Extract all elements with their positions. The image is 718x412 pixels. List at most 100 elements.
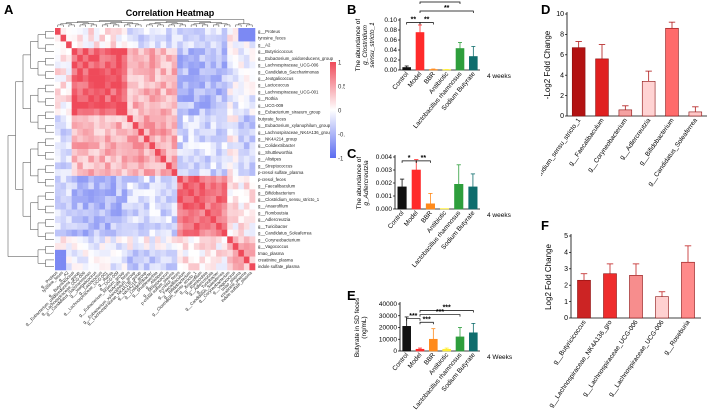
heatmap-cell [216,155,222,163]
heatmap-cell [160,189,167,197]
heatmap-cell [188,175,195,183]
bar [415,348,425,352]
heatmap-cell [210,222,217,230]
heatmap-cell [88,75,95,83]
heatmap-cell [71,101,78,109]
heatmap-cell [138,95,145,103]
heatmap-cell [110,142,117,150]
heatmap-cell [199,229,206,237]
heatmap-cell [249,28,256,36]
heatmap-cell [105,216,111,224]
y-tick-label: 5 [564,233,568,240]
heatmap-cell [132,155,139,163]
heatmap-cell [221,88,228,96]
significance-marker: *** [423,316,431,323]
bar [577,279,591,319]
heatmap-cell [243,88,250,96]
heatmap-cell [210,122,217,130]
heatmap-cell [205,169,211,177]
bar [681,261,695,319]
heatmap-cell [243,142,250,150]
heatmap-cell [138,155,145,163]
heatmap-cell [188,263,195,271]
heatmap-cell [216,101,222,109]
heatmap-cell [177,155,184,163]
heatmap-cell [182,149,189,157]
heatmap-cell [160,41,167,49]
heatmap-cell [110,256,117,264]
heatmap-cell [188,149,195,157]
heatmap-cell [82,135,89,143]
heatmap-cell [243,175,250,183]
heatmap-cell [221,256,228,264]
heatmap-cell [210,54,217,62]
heatmap-cell [82,155,89,163]
heatmap-cell [82,142,89,150]
heatmap-cell [132,222,139,230]
heatmap-cell [171,189,178,197]
heatmap-cell [132,209,139,217]
heatmap-cell [99,75,106,83]
heatmap-cell [188,41,195,49]
heatmap-cell [199,48,206,56]
heatmap-cell [205,115,211,123]
heatmap-cell [138,216,145,224]
dendrogram-branch [37,168,46,183]
significance-bracket [419,321,434,325]
heatmap-cell [66,196,72,204]
heatmap-cell [60,34,67,42]
heatmap-cell [193,68,200,76]
heatmap-cell [177,202,184,210]
heatmap-cell [199,149,206,157]
heatmap-cell [143,128,150,136]
heatmap-cell [132,54,139,62]
heatmap-cell [116,142,122,150]
time-note: 4 weeks [487,212,512,219]
heatmap-cell [199,54,206,62]
heatmap-cell [55,182,61,190]
heatmap-cell [188,169,195,177]
heatmap-cell [149,95,156,103]
heatmap-cell [77,61,84,69]
heatmap-cell [149,48,156,56]
heatmap-cell [155,115,161,123]
y-tick-label: 20000 [379,325,397,332]
heatmap-cell [243,169,250,177]
dendrogram-branch [30,202,38,230]
heatmap-cell [193,128,200,136]
heatmap-cell [71,81,78,89]
heatmap-cell [116,229,122,237]
heatmap-cell [155,108,161,116]
dendrogram-branch [37,249,46,264]
heatmap-cell [160,175,167,183]
heatmap-cell [243,209,250,217]
heatmap-cell [88,142,95,150]
heatmap-cell [155,249,161,257]
significance-marker: ** [411,17,417,24]
heatmap-cell [238,249,245,257]
heatmap-cell [249,263,256,271]
heatmap-cell [99,202,106,210]
heatmap-cell [60,182,67,190]
heatmap-cell [166,95,172,103]
heatmap-cell [127,75,134,83]
heatmap-cell [93,88,100,96]
heatmap-cell [155,135,161,143]
heatmap-cell [177,256,184,264]
heatmap-cell [155,182,161,190]
heatmap-cell [116,169,122,177]
heatmap-cell [77,75,84,83]
heatmap-cell [110,155,117,163]
heatmap-cell [199,128,206,136]
heatmap-cell [105,249,111,257]
heatmap-cell [93,54,100,62]
heatmap-cell [210,95,217,103]
heatmap-cell [221,216,228,224]
heatmap-cell [82,236,89,244]
heatmap-cell [166,68,172,76]
heatmap-cell [205,81,211,89]
heatmap-cell [82,149,89,157]
heatmap-cell [121,236,128,244]
heatmap-cell [249,202,256,210]
heatmap-cell [99,122,106,130]
